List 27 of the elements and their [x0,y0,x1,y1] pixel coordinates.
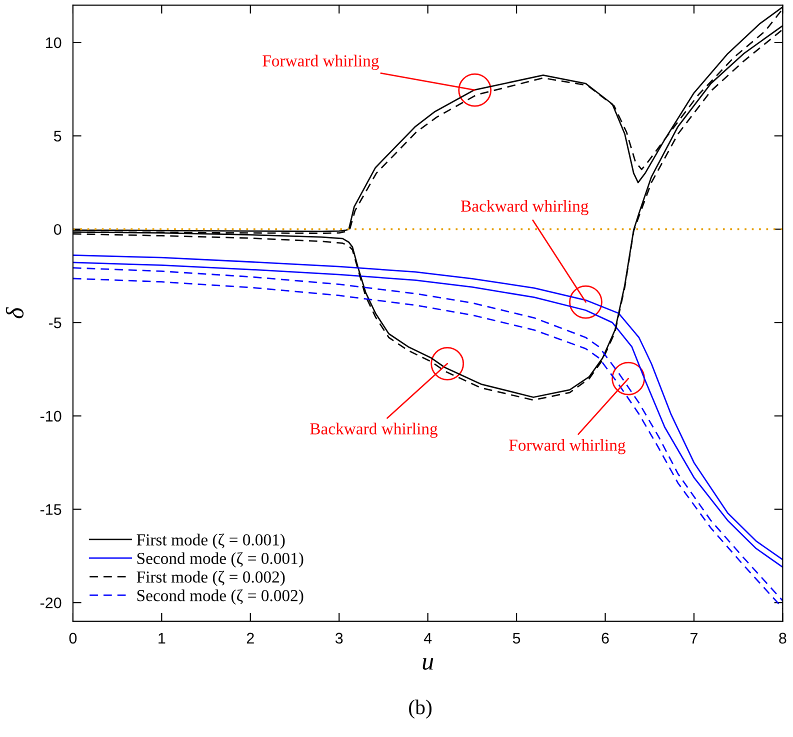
y-tick-label: -5 [48,318,62,328]
legend-label: First mode (ζ = 0.002) [136,570,285,586]
x-tick-label: 6 [602,632,609,644]
y-tick-label: 10 [46,37,62,48]
y-tick-label: 5 [54,130,62,142]
x-tick-label: 1 [158,632,166,644]
x-tick-label: 3 [335,632,343,644]
annotation: Forward whirling [262,54,379,70]
y-tick-label: -20 [40,597,62,608]
x-tick-label: 5 [512,632,520,644]
y-tick-label: -10 [40,410,62,422]
y-tick-label: -15 [40,504,62,515]
x-tick-label: 8 [779,632,786,644]
y-axis-title: δ [6,307,24,318]
text: (b) [409,700,432,719]
legend-label: Second mode (ζ = 0.002) [137,589,304,605]
y-tick-label: 0 [54,224,62,235]
legend-label: First mode (ζ = 0.001) [136,534,285,549]
x-tick-label: 0 [69,632,77,644]
x-tick-label: 4 [424,632,432,644]
x-tick-label: 7 [690,632,698,644]
x-axis-title: u [422,658,434,670]
x-tick-label: 2 [246,632,254,644]
annotation: Backward whirling [310,422,438,438]
annotation: Backward whirling [461,200,588,216]
legend-label: Second mode (ζ = 0.001) [137,552,304,568]
annotation: Forward whirling [509,439,626,454]
